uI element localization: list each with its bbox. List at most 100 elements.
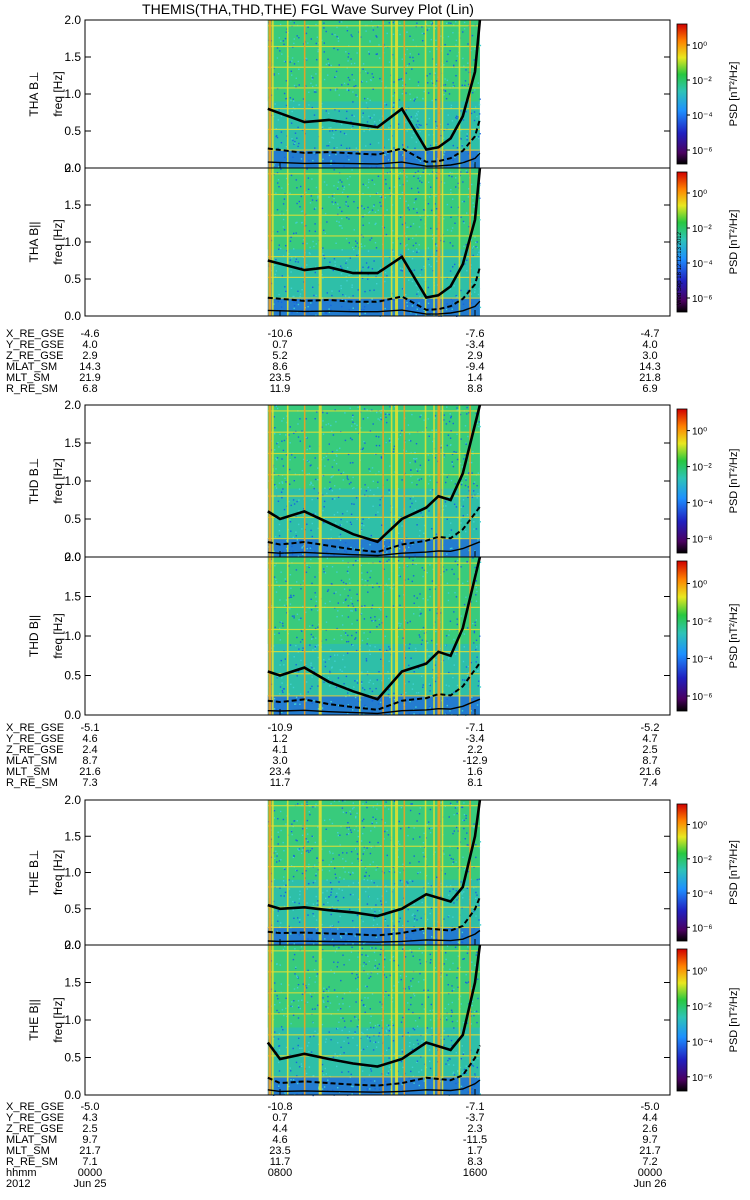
harmonic-line — [268, 129, 480, 130]
colorbar-tick-label: 10⁻⁶ — [692, 923, 713, 934]
wave-burst — [433, 405, 435, 557]
wave-burst — [391, 945, 393, 1095]
wave-burst — [433, 945, 435, 1095]
time-tick-label: 0800 — [240, 1167, 320, 1179]
wave-burst — [287, 800, 289, 945]
orbit-value: 6.8 — [50, 383, 130, 395]
wave-burst — [437, 557, 440, 715]
wave-burst — [395, 800, 398, 945]
start-date-label: Jun 25 — [50, 1178, 130, 1190]
wave-burst — [287, 20, 289, 168]
wave-burst — [391, 405, 393, 557]
colorbar — [677, 561, 687, 711]
wave-burst — [319, 20, 322, 168]
harmonic-line — [268, 1034, 480, 1035]
wave-burst — [425, 945, 427, 1095]
colorbar-tick-label: 10⁻² — [692, 1002, 712, 1013]
wave-burst — [437, 800, 440, 945]
wave-burst — [268, 557, 271, 715]
wave-burst — [433, 168, 435, 316]
wave-burst — [304, 945, 306, 1095]
colorbar-tick-label: 10⁻⁶ — [692, 692, 713, 703]
wave-burst — [268, 168, 271, 316]
wave-burst — [404, 20, 406, 168]
y-tick-label: 1.5 — [64, 829, 81, 843]
wave-burst — [287, 168, 289, 316]
wave-burst — [304, 557, 306, 715]
wave-burst — [459, 168, 461, 316]
wave-burst — [304, 405, 306, 557]
harmonic-line — [268, 432, 480, 433]
wave-burst — [459, 20, 461, 168]
y-tick-label: 2.0 — [64, 793, 81, 807]
wave-burst — [433, 20, 435, 168]
wave-burst — [395, 20, 398, 168]
wave-burst — [359, 168, 361, 316]
spectrogram-panel: 0.0 0.5 1.0 1.5 2.0 freq [Hz] THA B⊥ 10⁰ 10⁻² 10⁻… — [27, 13, 740, 175]
wave-burst — [437, 945, 440, 1095]
colorbar-tick-label: 10⁻⁶ — [692, 535, 713, 546]
wave-burst — [404, 557, 406, 715]
wave-burst — [382, 405, 384, 557]
spectrogram-panel: 0.00.51.01.52.0freq [Hz]THD B⊥10⁰10⁻²10⁻… — [27, 398, 740, 564]
y-tick-label: 1.5 — [64, 198, 81, 212]
colorbar — [677, 949, 687, 1091]
wave-burst — [268, 20, 271, 168]
wave-burst — [391, 800, 393, 945]
panel-label: THA B|| — [27, 222, 41, 263]
harmonic-line — [268, 585, 480, 586]
harmonic-line — [268, 108, 480, 109]
colorbar-tick-label: 10⁰ — [692, 427, 707, 438]
y-tick-label: 1.5 — [64, 50, 81, 64]
wave-burst — [319, 945, 322, 1095]
harmonic-line — [268, 67, 480, 68]
harmonic-line — [268, 194, 480, 195]
colorbar-label: PSD [nT²/Hz] — [728, 604, 740, 669]
orbit-value: 11.7 — [240, 777, 320, 789]
spectrogram-panel: 0.00.51.01.52.0freq [Hz]THD B||10⁰10⁻²10… — [27, 550, 740, 722]
harmonic-line — [268, 298, 480, 299]
figure-title: THEMIS(THA,THD,THE) FGL Wave Survey Plot… — [142, 1, 474, 17]
wave-burst — [442, 945, 444, 1095]
harmonic-line — [268, 563, 480, 564]
y-tick-label: 2.0 — [64, 550, 81, 564]
harmonic-line — [268, 1076, 480, 1077]
wave-burst — [382, 800, 384, 945]
orbit-value: 8.1 — [435, 777, 515, 789]
spectrogram-high-band — [268, 168, 480, 249]
colorbar-tick-label: 10⁻⁶ — [692, 1073, 713, 1084]
colorbar — [677, 24, 687, 164]
harmonic-line — [268, 538, 480, 539]
colorbar-tick-label: 10⁻² — [692, 855, 712, 866]
freq-axis-label: freq [Hz] — [51, 71, 65, 116]
y-tick-label: 1.0 — [64, 866, 81, 880]
harmonic-line — [268, 46, 480, 47]
harmonic-line — [268, 971, 480, 972]
harmonic-line — [268, 1013, 480, 1014]
colorbar — [677, 409, 687, 553]
wave-burst — [404, 405, 406, 557]
wave-burst — [437, 405, 440, 557]
wave-burst — [425, 405, 427, 557]
wave-burst — [319, 557, 322, 715]
orbit-value: 11.9 — [240, 383, 320, 395]
harmonic-line — [268, 215, 480, 216]
wave-burst — [469, 800, 471, 945]
y-tick-label: 2.0 — [64, 13, 81, 27]
colorbar-tick-label: 10⁻⁴ — [692, 1037, 713, 1048]
wave-burst — [319, 800, 322, 945]
harmonic-line — [268, 805, 480, 806]
wave-burst — [382, 945, 384, 1095]
wave-burst — [391, 557, 393, 715]
spectrogram-high-band — [268, 405, 480, 489]
wave-burst — [268, 945, 271, 1095]
orbit-value: 6.9 — [610, 383, 690, 395]
colorbar-label: PSD [nT²/Hz] — [728, 62, 740, 127]
y-tick-label: 0.5 — [64, 1051, 81, 1065]
y-tick-label: 0.5 — [64, 272, 81, 286]
freq-axis-label: freq [Hz] — [51, 997, 65, 1042]
harmonic-line — [268, 846, 480, 847]
harmonic-line — [268, 495, 480, 496]
y-tick-label: 1.0 — [64, 235, 81, 249]
wave-burst — [395, 945, 398, 1095]
